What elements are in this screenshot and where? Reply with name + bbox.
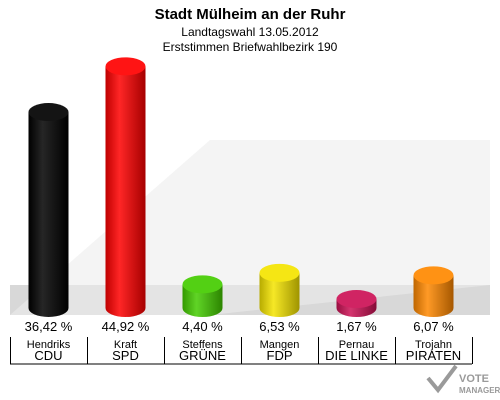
party-label: FDP: [267, 348, 293, 363]
bar-grüne: [182, 284, 223, 317]
bar-spd: [105, 66, 146, 317]
value-label: 44,92 %: [102, 319, 150, 334]
party-label: PIRATEN: [406, 348, 461, 363]
separators-group: [10, 337, 473, 365]
chart-subtitle-date: Landtagswahl 13.05.2012: [181, 25, 319, 39]
bar-cap-cdu: [28, 103, 69, 122]
candidate-label: Trojahn: [415, 339, 452, 351]
value-label: 1,67 %: [336, 319, 377, 334]
party-label: GRÜNE: [179, 348, 226, 363]
bar-fdp: [259, 272, 300, 317]
bars-group: [28, 57, 454, 317]
value-label: 6,53 %: [259, 319, 300, 334]
party-label: CDU: [34, 348, 62, 363]
logo-text-manager: MANAGER: [459, 386, 500, 395]
bar-cap-fdp: [259, 263, 300, 282]
candidate-label: Pernau: [339, 339, 374, 351]
logo-text-vote: VOTE: [459, 373, 489, 385]
candidate-label: Mangen: [260, 339, 300, 351]
bar-cap-grüne: [182, 275, 223, 294]
party-label: DIE LINKE: [325, 348, 388, 363]
bar-cap-piraten: [413, 266, 454, 285]
value-labels-group: 36,42 % 44,92 % 4,40 % 6,53 % 1,67 % 6,07 %: [25, 319, 455, 334]
bar-cap-die-linke: [336, 290, 377, 309]
vote-manager-logo: VOTE MANAGER: [426, 364, 500, 395]
value-label: 36,42 %: [25, 319, 73, 334]
value-label: 6,07 %: [413, 319, 454, 334]
chart-subtitle-district: Erststimmen Briefwahlbezirk 190: [163, 40, 338, 54]
chart-title: Stadt Mülheim an der Ruhr: [155, 6, 346, 23]
checkmark-icon: [426, 364, 458, 394]
candidate-label: Kraft: [114, 339, 137, 351]
candidate-labels-group: Hendriks Kraft Steffens Mangen Pernau Trojahn: [27, 339, 452, 351]
bar-cdu: [28, 112, 69, 317]
value-label: 4,40 %: [182, 319, 223, 334]
candidate-label: Steffens: [182, 339, 223, 351]
candidate-label: Hendriks: [27, 339, 71, 351]
bar-piraten: [413, 275, 454, 317]
bar-cap-spd: [105, 57, 146, 76]
party-label: SPD: [112, 348, 139, 363]
party-labels-group: CDU SPD GRÜNE FDP DIE LINKE PIRATEN: [34, 348, 461, 363]
